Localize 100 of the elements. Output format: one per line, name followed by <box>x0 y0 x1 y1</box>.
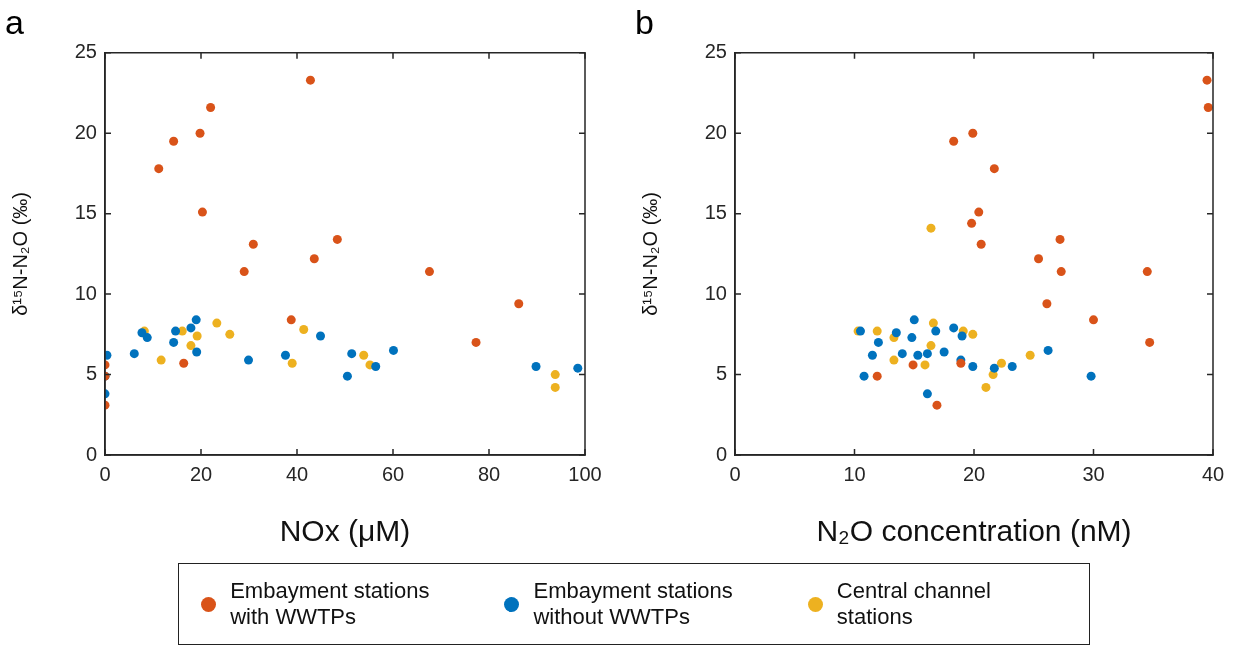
point <box>926 341 936 351</box>
point <box>1089 315 1098 325</box>
point <box>550 370 560 380</box>
point <box>1086 371 1096 381</box>
point <box>1142 267 1152 277</box>
point <box>897 349 907 359</box>
point <box>968 329 978 339</box>
x-tick-label: 20 <box>962 462 986 485</box>
x-axis-title: N₂O concentration (nM) <box>816 514 1132 548</box>
x-tick-label: 0 <box>729 462 741 485</box>
point <box>342 371 352 381</box>
point <box>186 341 196 351</box>
point <box>171 326 181 336</box>
x-axis-title: NOx (μM) <box>279 514 411 548</box>
point <box>989 363 999 373</box>
point <box>248 239 258 249</box>
point <box>192 331 202 341</box>
y-tick-label: 15 <box>74 201 97 224</box>
x-tick-label: 80 <box>477 462 501 485</box>
point <box>873 337 883 347</box>
point <box>1043 345 1053 355</box>
y-tick-label: 20 <box>74 120 97 143</box>
point <box>907 333 917 343</box>
point <box>225 329 235 339</box>
point <box>169 337 179 347</box>
chart-title: b <box>635 2 654 41</box>
point <box>316 331 326 341</box>
point <box>939 347 949 357</box>
point <box>550 382 560 392</box>
legend-label: Central channel stations <box>836 578 992 630</box>
point <box>514 299 524 309</box>
point <box>872 371 882 381</box>
y-tick-label: 5 <box>715 362 727 385</box>
point <box>531 362 541 372</box>
point <box>239 267 249 277</box>
legend-label: Embayment stations with WWTPs <box>230 578 431 630</box>
point <box>974 207 984 217</box>
point <box>309 254 319 264</box>
y-tick-label: 5 <box>85 362 97 385</box>
point <box>968 362 978 372</box>
x-tick-label: 40 <box>1201 462 1225 485</box>
chart-title: a <box>5 2 24 41</box>
point <box>195 128 205 138</box>
point <box>920 360 930 370</box>
y-tick-label: 10 <box>74 281 97 304</box>
point <box>909 315 919 325</box>
point <box>989 164 999 174</box>
y-tick-label: 0 <box>715 442 727 465</box>
point <box>1056 267 1066 277</box>
point <box>156 355 166 365</box>
point <box>129 349 139 359</box>
point <box>154 164 164 174</box>
point <box>1007 362 1017 372</box>
point <box>1034 254 1044 264</box>
y-tick-label: 15 <box>704 201 727 224</box>
point <box>212 318 222 328</box>
x-tick-label: 100 <box>568 462 602 485</box>
point <box>299 325 309 335</box>
y-tick-label: 10 <box>704 281 727 304</box>
point <box>197 207 207 217</box>
point <box>1025 350 1035 360</box>
point <box>996 358 1006 368</box>
point <box>359 350 369 360</box>
point <box>867 350 877 360</box>
point <box>949 323 959 333</box>
y-tick-label: 25 <box>74 40 97 63</box>
point <box>573 363 583 373</box>
point <box>186 323 196 333</box>
y-axis-title: δ¹⁵N-N₂O (‰) <box>638 191 661 316</box>
point <box>191 315 201 325</box>
point <box>280 350 290 360</box>
point <box>424 267 434 277</box>
point <box>981 382 991 392</box>
point <box>1042 299 1052 309</box>
point <box>1145 337 1155 347</box>
point <box>471 337 481 347</box>
point <box>968 128 978 138</box>
y-axis-title: δ¹⁵N-N₂O (‰) <box>8 191 31 316</box>
point <box>169 136 179 146</box>
y-tick-label: 0 <box>85 442 97 465</box>
legend-label: Embayment stations without WWTPs <box>533 578 734 630</box>
y-tick-label: 20 <box>704 120 727 143</box>
point <box>142 333 152 343</box>
y-tick-label: 25 <box>704 40 727 63</box>
point <box>891 328 901 338</box>
point <box>913 350 923 360</box>
point <box>371 362 381 372</box>
point <box>922 349 932 359</box>
point <box>287 358 297 368</box>
point <box>928 318 938 328</box>
x-tick-label: 20 <box>189 462 213 485</box>
point <box>967 218 977 228</box>
point <box>932 400 942 410</box>
x-tick-label: 60 <box>381 462 405 485</box>
point <box>1203 103 1213 112</box>
point <box>388 345 398 355</box>
point <box>931 326 941 336</box>
point <box>859 371 869 381</box>
point <box>922 389 932 399</box>
point <box>286 315 296 325</box>
